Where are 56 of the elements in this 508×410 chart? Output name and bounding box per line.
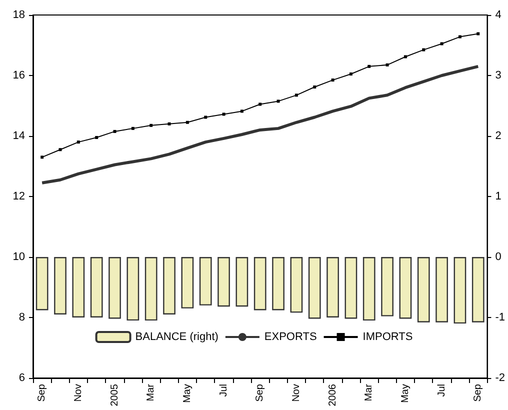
point [222,112,226,116]
point [95,136,98,140]
x-tick-label: Sep [472,384,484,402]
point [313,85,316,88]
x-tick-label: 2006 [327,384,338,406]
point [168,122,171,126]
point [440,42,444,46]
point [276,100,280,103]
x-tick-label: Sep [36,384,48,402]
y-tick-label: 18 [12,9,25,21]
x-tick-label: May [400,384,411,403]
y2-tick-label: 0 [495,251,502,263]
x-tick-label: Jul [436,384,448,397]
point [386,63,389,66]
point [113,130,116,133]
x-tick-label: Nov [72,384,84,402]
y2-tick-label: 4 [495,9,502,21]
point [204,116,208,119]
y-tick-label: 16 [12,70,25,82]
x-tick-label: Mar [364,383,375,402]
point [331,78,334,82]
point [76,140,80,144]
y-tick-label: 8 [18,312,25,324]
x-tick-label: Jul [218,384,230,397]
y2-tick-label: 2 [495,130,502,142]
point [294,94,298,97]
point [368,64,371,68]
y-tick-label: 6 [18,372,25,384]
point [476,32,480,36]
point [422,48,426,52]
y2-tick-label: 3 [495,70,502,82]
x-tick-label: Mar [146,383,157,402]
line-series [40,64,480,184]
point [349,72,352,76]
y-tick-label: 14 [12,130,25,142]
x-tick-label: May [182,384,193,403]
point [58,148,62,152]
y2-tick-label: -2 [495,372,505,384]
x-tick-label: 2005 [109,384,120,406]
legend-label: EXPORTS [264,331,317,343]
x-tick-label: Nov [290,384,302,402]
y2-tick-label: -1 [495,312,505,324]
y2-tick-label: 1 [495,190,502,202]
y-tick-label: 10 [12,251,25,263]
point [258,102,262,106]
legend-label: IMPORTS [362,331,413,343]
point [404,55,407,58]
y-tick-label: 12 [12,190,25,202]
point [458,35,462,38]
point [131,126,134,130]
point [186,120,189,124]
point [150,124,153,127]
legend-label: BALANCE (right) [135,331,218,343]
point [240,110,244,113]
x-tick-label: Sep [254,384,266,402]
point [40,156,44,159]
